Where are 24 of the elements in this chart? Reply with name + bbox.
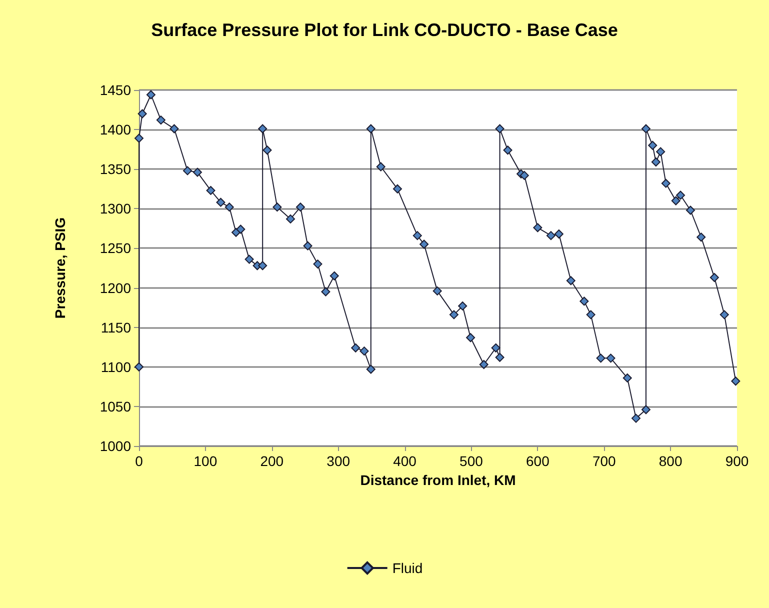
x-tick-label: 300 bbox=[326, 453, 350, 469]
x-tick-label: 0 bbox=[135, 453, 144, 469]
y-tick-label: 1450 bbox=[100, 82, 132, 98]
legend-label: Fluid bbox=[392, 560, 423, 576]
y-tick-label: 1300 bbox=[100, 200, 132, 217]
x-tick-label: 700 bbox=[592, 453, 616, 469]
y-tick-label: 1250 bbox=[100, 240, 132, 256]
x-tick-label: 200 bbox=[260, 453, 284, 469]
y-tick-label: 1400 bbox=[100, 122, 132, 138]
x-tick-label: 500 bbox=[460, 453, 484, 469]
y-tick-label: 1100 bbox=[100, 358, 132, 375]
y-axis-title: Pressure, PSIG bbox=[52, 217, 68, 319]
y-tick-label: 1050 bbox=[100, 398, 132, 414]
y-tick-label: 1200 bbox=[100, 280, 132, 296]
x-tick-label: 400 bbox=[393, 453, 417, 469]
chart-title: Surface Pressure Plot for Link CO-DUCTO - Base Case bbox=[151, 20, 618, 40]
x-tick-label: 800 bbox=[658, 453, 682, 469]
x-tick-label: 900 bbox=[725, 453, 749, 469]
y-tick-label: 1000 bbox=[100, 438, 132, 454]
y-tick-label: 1350 bbox=[100, 161, 132, 178]
x-tick-label: 100 bbox=[194, 453, 218, 469]
y-tick-label: 1150 bbox=[100, 319, 132, 336]
x-tick-label: 600 bbox=[526, 453, 550, 469]
x-axis-title: Distance from Inlet, KM bbox=[360, 472, 516, 488]
